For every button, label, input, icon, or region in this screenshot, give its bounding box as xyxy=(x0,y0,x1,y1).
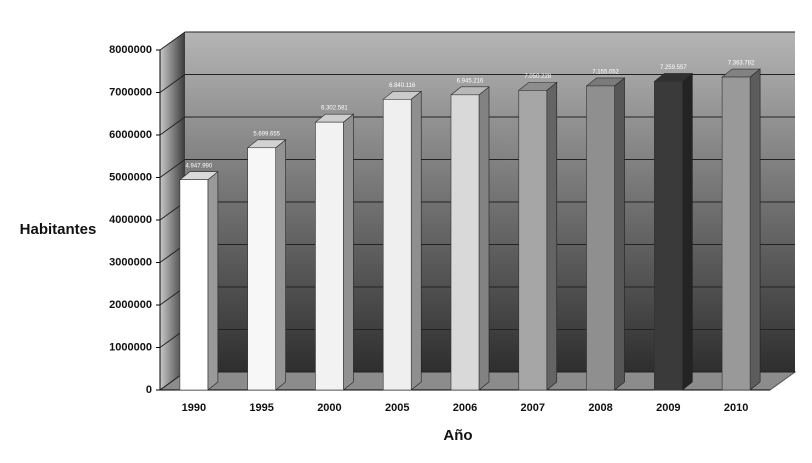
bar-side xyxy=(614,77,625,391)
bar-side xyxy=(275,139,286,391)
y-tick-label: 1000000 xyxy=(109,341,152,353)
value-label: 7.050.228 xyxy=(524,74,551,80)
grid-line xyxy=(159,31,186,51)
bar xyxy=(179,179,209,391)
y-tick-label: 3000000 xyxy=(109,256,152,268)
value-label: 6.840.116 xyxy=(389,83,416,89)
y-tick-label: 4000000 xyxy=(109,214,152,226)
x-tick-label: 2008 xyxy=(588,402,612,414)
bar-side xyxy=(410,90,422,391)
y-tick-label: 7000000 xyxy=(109,86,152,98)
x-tick-label: 2005 xyxy=(385,402,409,414)
bar xyxy=(721,76,751,391)
x-tick-label: 1995 xyxy=(249,402,273,414)
y-tick-label: 0 xyxy=(146,384,152,396)
bar xyxy=(518,90,548,391)
x-tick-label: 2009 xyxy=(656,402,680,414)
value-label: 7.155.052 xyxy=(592,69,619,75)
y-tick-label: 8000000 xyxy=(109,44,152,56)
x-tick-label: 2007 xyxy=(521,402,545,414)
bar xyxy=(247,147,276,391)
x-axis-title: Año xyxy=(443,427,472,444)
grid-line xyxy=(159,159,186,178)
x-tick-label: 2006 xyxy=(453,402,477,414)
bar-side xyxy=(343,113,354,391)
bar-side xyxy=(749,68,761,391)
x-tick-label: 2000 xyxy=(317,402,341,414)
bar xyxy=(382,98,412,391)
value-label: 5.699.655 xyxy=(253,131,280,137)
grid-line xyxy=(159,116,186,136)
x-tick-label: 2010 xyxy=(724,402,748,414)
y-tick-label: 2000000 xyxy=(109,299,152,311)
bar xyxy=(654,81,683,391)
value-label: 7.259.557 xyxy=(660,65,687,71)
bar-side xyxy=(207,171,219,391)
value-label: 4.947.990 xyxy=(186,163,213,169)
y-axis-title: Habitantes xyxy=(20,221,97,238)
y-tick-label: 5000000 xyxy=(109,171,152,183)
bar xyxy=(315,121,344,391)
bar xyxy=(450,94,480,391)
grid-line xyxy=(159,74,186,93)
y-tick-label: 6000000 xyxy=(109,129,152,141)
bar-side xyxy=(682,72,693,391)
bar xyxy=(586,85,615,391)
bar-side xyxy=(546,81,558,391)
bar-side xyxy=(478,86,490,391)
value-label: 6.302.581 xyxy=(321,106,348,112)
value-label: 7.363.782 xyxy=(728,61,755,67)
value-label: 6.945.216 xyxy=(457,78,484,84)
x-tick-label: 1990 xyxy=(182,402,206,414)
